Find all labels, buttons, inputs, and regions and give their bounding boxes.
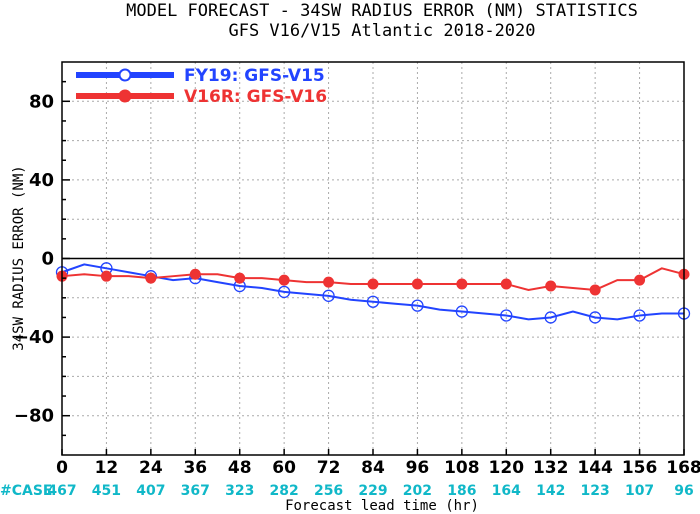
series-1-point <box>455 305 469 318</box>
y-tick-label: −40 <box>14 327 54 348</box>
x-axis-ticks: 0 12 24 36 48 60 72 84 96 108 120 132 144 156 168 <box>56 449 700 478</box>
x-tick-label: 60 <box>272 458 296 478</box>
series-2-point <box>323 276 335 288</box>
series-1-point <box>366 295 380 308</box>
series-2-point <box>367 278 379 290</box>
case-count: 451 <box>92 483 121 499</box>
y-tick-label: 0 <box>41 249 54 270</box>
x-tick-label: 24 <box>139 458 163 478</box>
case-count: 367 <box>181 483 210 499</box>
series-1-point <box>633 309 646 322</box>
series-1-point <box>411 299 424 312</box>
x-tick-label: 156 <box>622 458 658 478</box>
x-tick-label: 132 <box>533 458 569 478</box>
series-2-point <box>545 280 557 292</box>
x-tick-label: 120 <box>489 458 525 478</box>
x-tick-label: 0 <box>56 458 68 478</box>
legend-marker-1 <box>118 68 132 82</box>
series-1-point <box>322 289 335 302</box>
x-tick-label: 108 <box>444 458 480 478</box>
series-1-point <box>500 309 513 322</box>
y-tick-label: −80 <box>14 406 54 427</box>
series-1-point <box>588 311 602 324</box>
series-2-point <box>278 274 290 286</box>
case-count: 229 <box>358 483 387 499</box>
x-tick-label: 168 <box>666 458 700 478</box>
series-1-point <box>277 285 291 299</box>
series-2-point <box>145 272 157 284</box>
series-2-point <box>456 278 468 290</box>
chart-subtitle: GFS V16/V15 Atlantic 2018-2020 <box>228 21 535 41</box>
series-line-1 <box>61 263 684 321</box>
case-count: 256 <box>314 483 343 499</box>
series-2-point <box>411 278 423 290</box>
case-count: 107 <box>625 483 654 499</box>
legend-label-2: V16R: GFS-V16 <box>184 87 327 107</box>
series-2-point <box>234 272 246 284</box>
x-axis-label: Forecast lead time (hr) <box>285 498 479 514</box>
case-count: 164 <box>492 483 521 499</box>
x-tick-label: 96 <box>406 458 430 478</box>
case-count: 123 <box>581 483 610 499</box>
series-2-point <box>634 274 646 286</box>
case-count: 407 <box>136 483 165 499</box>
legend-label-1: FY19: GFS-V15 <box>184 66 325 86</box>
case-count: 96 <box>674 483 693 499</box>
x-tick-label: 84 <box>361 458 385 478</box>
case-count: 142 <box>536 483 565 499</box>
case-label: #CASE <box>0 483 53 499</box>
series-layer <box>55 262 691 324</box>
case-count: 282 <box>270 483 299 499</box>
y-tick-label: 80 <box>29 91 54 112</box>
x-tick-label: 144 <box>577 458 613 478</box>
legend-marker-2 <box>118 89 132 103</box>
case-count: 467 <box>47 483 76 499</box>
case-count: 186 <box>447 483 476 499</box>
series-2-point <box>589 284 601 296</box>
x-tick-label: 48 <box>228 458 252 478</box>
series-2-point <box>189 268 201 280</box>
case-count: 323 <box>225 483 254 499</box>
y-axis-label: 34SW RADIUS ERROR (NM) <box>11 165 27 350</box>
x-tick-label: 72 <box>317 458 341 478</box>
x-tick-label: 12 <box>95 458 119 478</box>
case-count: 202 <box>403 483 432 499</box>
series-1-point <box>544 311 557 324</box>
series-2-point <box>100 270 112 282</box>
y-tick-label: 40 <box>29 170 54 191</box>
y-axis-ticks: −80 −40 0 40 80 <box>14 80 70 437</box>
chart-title: MODEL FORECAST - 34SW RADIUS ERROR (NM) … <box>126 1 638 21</box>
series-2-point <box>500 278 512 290</box>
x-tick-label: 36 <box>183 458 207 478</box>
